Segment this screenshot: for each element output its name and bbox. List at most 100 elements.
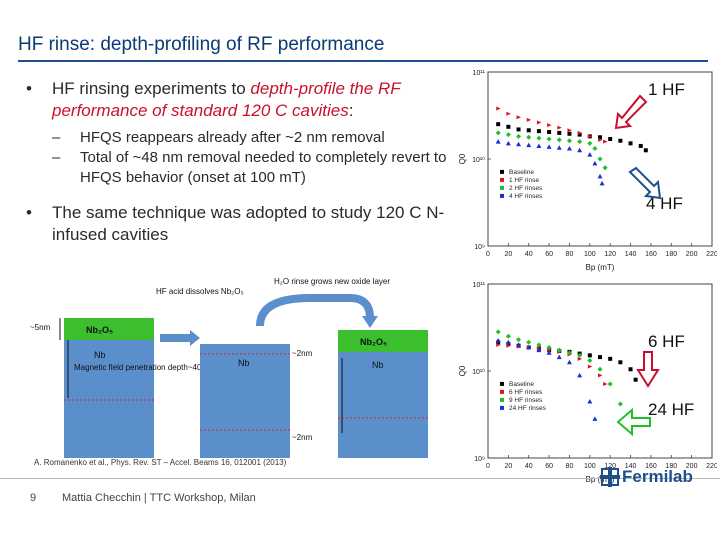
data-point bbox=[516, 133, 522, 139]
legend-label: 1 HF rinse bbox=[509, 177, 539, 184]
nb-block-1 bbox=[64, 318, 154, 458]
arrow-4hf-icon bbox=[628, 166, 662, 200]
data-point bbox=[506, 343, 511, 348]
x-tick-label: 220 bbox=[706, 251, 717, 258]
data-point bbox=[618, 360, 623, 365]
data-point bbox=[536, 135, 542, 141]
x-tick-label: 140 bbox=[625, 251, 637, 258]
arrow-24hf-icon bbox=[616, 407, 651, 437]
oxide-label-3: Nb₂O₅ bbox=[360, 337, 387, 347]
data-point bbox=[526, 128, 531, 133]
data-point bbox=[608, 136, 613, 141]
data-point bbox=[618, 138, 623, 143]
data-point bbox=[526, 117, 532, 122]
data-point bbox=[607, 381, 613, 387]
x-tick-label: 220 bbox=[706, 463, 717, 470]
data-point bbox=[526, 345, 532, 350]
legend-marker bbox=[500, 397, 504, 402]
x-tick-label: 100 bbox=[584, 251, 596, 258]
y-tick-label: 10¹¹ bbox=[473, 282, 486, 289]
legend-label: Baseline bbox=[509, 169, 534, 176]
nb-label-3: Nb bbox=[372, 360, 384, 370]
y-axis-label: Q0 bbox=[458, 153, 467, 164]
data-point bbox=[628, 141, 633, 146]
page-title: HF rinse: depth-profiling of RF performa… bbox=[18, 34, 385, 55]
data-point bbox=[597, 366, 603, 372]
legend-marker bbox=[500, 185, 504, 190]
x-axis-label: Bp (mT) bbox=[586, 263, 615, 272]
legend-label: 6 HF rinses bbox=[509, 389, 543, 396]
x-tick-label: 20 bbox=[504, 251, 512, 258]
data-point bbox=[556, 137, 562, 143]
data-point bbox=[516, 115, 522, 120]
legend-label: 4 HF rinses bbox=[509, 193, 543, 200]
data-point bbox=[587, 152, 593, 157]
data-point bbox=[577, 130, 583, 135]
data-point bbox=[496, 122, 501, 127]
data-point bbox=[597, 173, 603, 179]
legend-label: 2 HF rinses bbox=[509, 185, 543, 192]
x-tick-label: 100 bbox=[584, 463, 596, 470]
bullet-2-text: The same technique was adopted to study … bbox=[52, 203, 445, 244]
h2o-rinse-label: H₂O rinse grows new oxide layer bbox=[274, 277, 390, 286]
legend-marker bbox=[500, 389, 504, 394]
data-point bbox=[577, 372, 583, 378]
data-point bbox=[496, 342, 501, 347]
data-point bbox=[546, 136, 552, 142]
data-point bbox=[505, 333, 511, 339]
footer-divider bbox=[0, 478, 720, 479]
oxide-layer-3 bbox=[338, 330, 428, 352]
fermilab-logo-text: Fermilab bbox=[622, 467, 693, 486]
bullet-dot: • bbox=[26, 79, 32, 98]
title-underline bbox=[18, 60, 708, 62]
dash-marker: – bbox=[52, 129, 61, 146]
x-tick-label: 20 bbox=[504, 463, 512, 470]
data-point bbox=[598, 355, 602, 360]
sub-bullets: – HFQS reappears already after ~2 nm rem… bbox=[26, 128, 466, 188]
bullet-1-suffix: : bbox=[348, 101, 354, 120]
hf-acid-label: HF acid dissolves Nb₂O₅ bbox=[156, 287, 244, 296]
data-point bbox=[643, 148, 648, 153]
thickness-2nm-label-a: ~2nm bbox=[292, 349, 313, 358]
data-point bbox=[526, 142, 532, 148]
x-tick-label: 180 bbox=[665, 251, 677, 258]
legend-marker bbox=[500, 177, 504, 182]
x-tick-label: 160 bbox=[645, 251, 657, 258]
data-point bbox=[633, 377, 638, 382]
oxide-layer-diagram: Nb₂O₅ Nb ~5nm Magnetic field penetration… bbox=[30, 277, 428, 458]
x-tick-label: 120 bbox=[604, 463, 616, 470]
arrow-1hf-icon bbox=[614, 94, 648, 130]
data-point bbox=[587, 353, 592, 358]
penetration-label: Magnetic field penetration depth~40 nm bbox=[74, 363, 215, 372]
annotation-6hf: 6 HF bbox=[648, 332, 685, 351]
bullet-list: • HF rinsing experiments to depth-profil… bbox=[26, 78, 466, 246]
data-point bbox=[566, 146, 572, 151]
data-point bbox=[592, 146, 598, 152]
data-point bbox=[526, 134, 532, 140]
x-tick-label: 140 bbox=[625, 463, 637, 470]
y-tick-label: 10¹¹ bbox=[473, 70, 486, 77]
data-point bbox=[516, 342, 522, 347]
data-point bbox=[599, 180, 605, 186]
data-point bbox=[598, 137, 603, 142]
fermilab-logo-icon bbox=[600, 467, 620, 487]
data-point bbox=[577, 139, 583, 145]
legend-marker bbox=[500, 381, 504, 386]
data-point bbox=[556, 354, 562, 360]
bullet-1: • HF rinsing experiments to depth-profil… bbox=[26, 78, 466, 122]
data-point bbox=[567, 128, 572, 133]
thickness-2nm-label-b: ~2nm bbox=[292, 433, 313, 442]
data-point bbox=[567, 131, 572, 136]
data-point bbox=[536, 347, 542, 353]
data-point bbox=[608, 356, 613, 361]
x-tick-label: 60 bbox=[545, 463, 553, 470]
sub-bullet-1-text: HFQS reappears already after ~2 nm remov… bbox=[80, 129, 385, 146]
y-tick-label: 10¹⁰ bbox=[472, 156, 485, 164]
data-point bbox=[495, 338, 501, 343]
rinse-arrowhead-icon bbox=[362, 316, 378, 328]
hf-arrow-icon bbox=[160, 330, 200, 346]
data-point bbox=[587, 140, 593, 146]
data-point bbox=[638, 143, 643, 148]
thickness-5nm-label: ~5nm bbox=[30, 323, 51, 332]
data-point bbox=[547, 130, 552, 135]
